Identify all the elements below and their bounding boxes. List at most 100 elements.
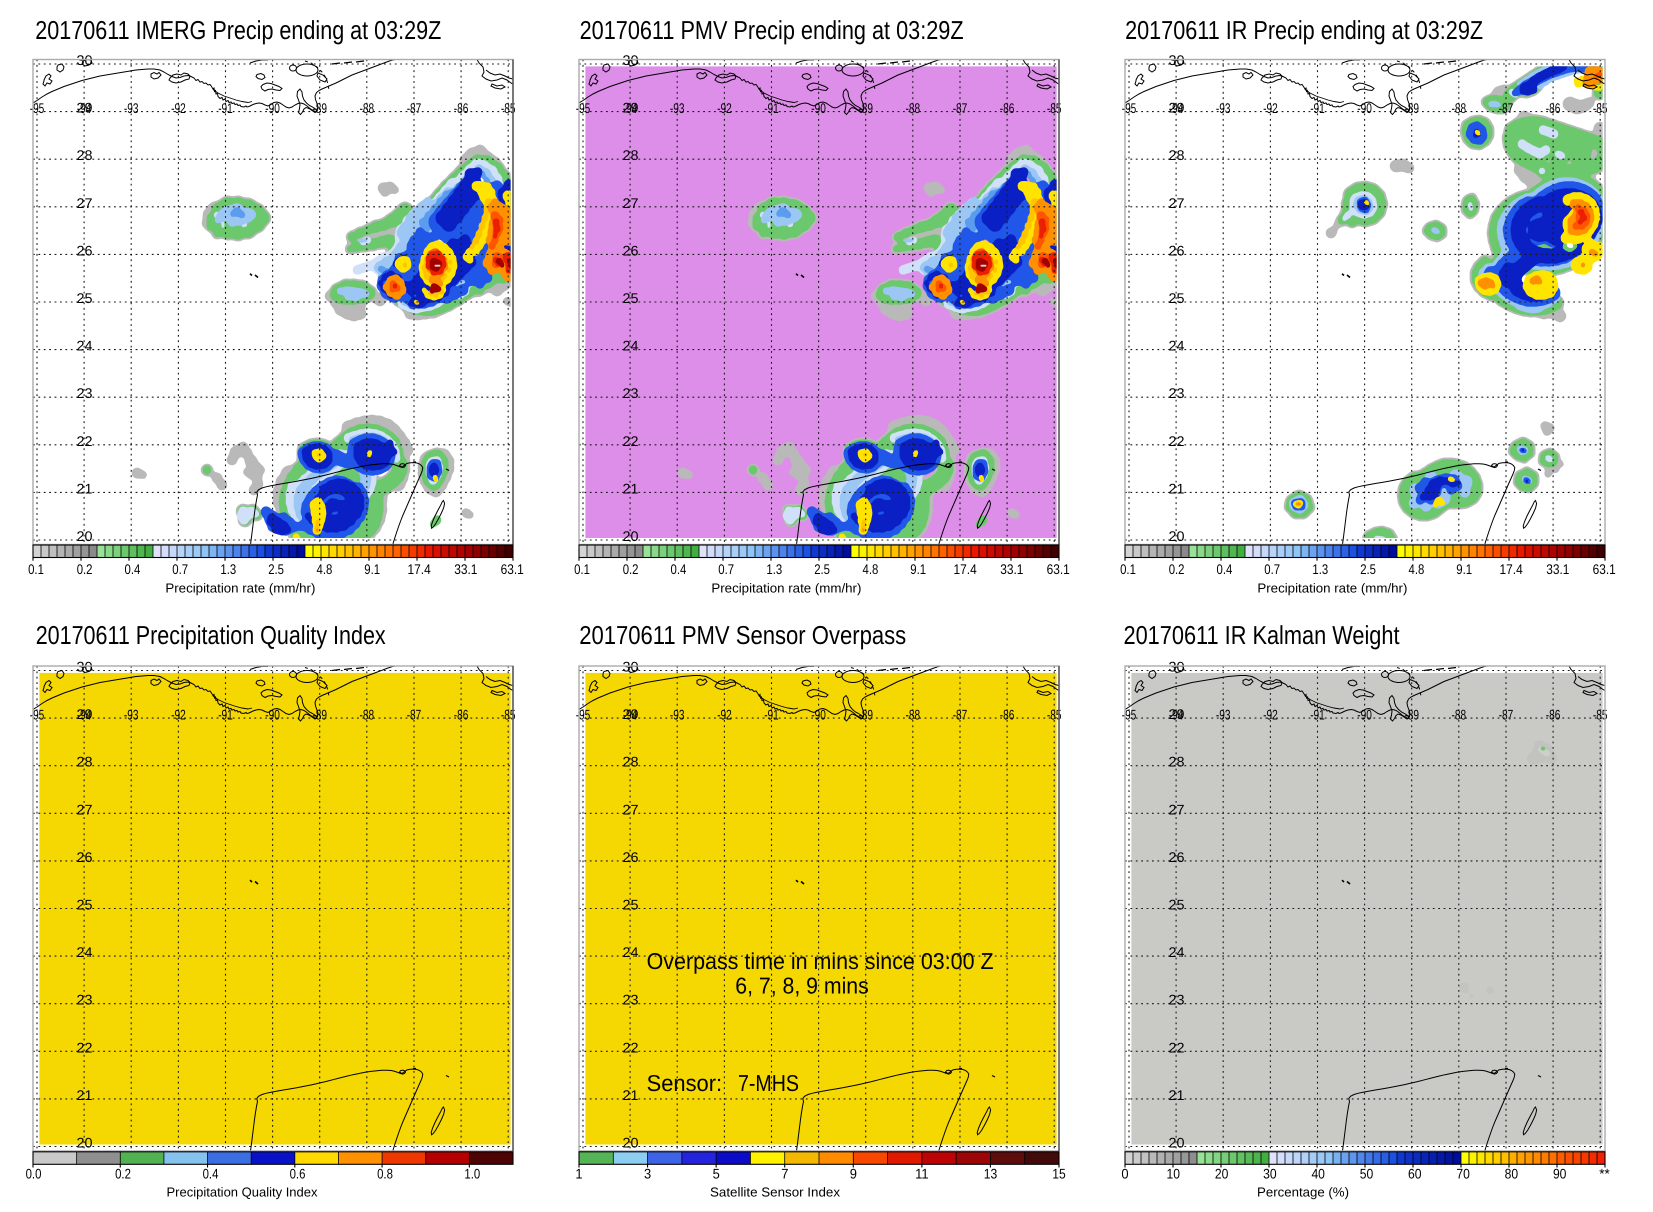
svg-text:-90: -90 [265,100,280,116]
svg-text:21: 21 [1169,1087,1185,1103]
svg-text:0.7: 0.7 [1264,561,1280,577]
svg-text:-90: -90 [811,707,826,723]
svg-text:25: 25 [77,290,93,306]
svg-text:21: 21 [1169,480,1185,496]
svg-text:-95: -95 [1122,707,1137,723]
svg-text:30: 30 [1263,1166,1277,1182]
svg-text:70: 70 [1456,1166,1470,1182]
svg-text:-95: -95 [576,100,591,116]
svg-text:Precipitation rate (mm/hr): Precipitation rate (mm/hr) [1257,580,1407,595]
svg-text:0.4: 0.4 [125,561,141,577]
svg-text:-88: -88 [906,100,921,116]
svg-text:26: 26 [77,849,93,865]
svg-text:-87: -87 [953,707,968,723]
svg-text:23: 23 [1169,385,1185,401]
svg-text:-93: -93 [670,707,685,723]
svg-text:9: 9 [850,1166,857,1182]
svg-text:27: 27 [623,801,639,817]
svg-text:20170611 IMERG Precip ending a: 20170611 IMERG Precip ending at 03:29Z [35,15,441,45]
svg-text:Satellite Sensor Index: Satellite Sensor Index [710,1185,841,1200]
svg-text:40: 40 [1311,1166,1325,1182]
svg-text:-88: -88 [360,707,375,723]
svg-text:10: 10 [1167,1166,1181,1182]
svg-text:5: 5 [713,1166,720,1182]
svg-text:0.4: 0.4 [671,561,687,577]
svg-text:17.4: 17.4 [408,561,431,577]
svg-text:Overpass time in mins since 03: Overpass time in mins since 03:00 Z [647,948,994,974]
svg-text:29: 29 [623,100,639,116]
svg-text:26: 26 [1169,849,1185,865]
svg-text:-90: -90 [1357,707,1372,723]
svg-text:4.8: 4.8 [317,561,333,577]
svg-text:-90: -90 [265,707,280,723]
svg-text:0.2: 0.2 [115,1166,131,1182]
svg-text:0.4: 0.4 [1217,561,1233,577]
svg-text:-87: -87 [953,100,968,116]
svg-text:27: 27 [623,195,639,211]
svg-text:24: 24 [1169,944,1185,960]
svg-text:-90: -90 [1357,100,1372,116]
svg-text:0.0: 0.0 [26,1166,42,1182]
svg-text:4.8: 4.8 [1409,561,1425,577]
svg-text:-89: -89 [1404,707,1419,723]
svg-text:20: 20 [77,1135,93,1151]
svg-text:2.5: 2.5 [268,561,284,577]
svg-text:Precipitation rate (mm/hr): Precipitation rate (mm/hr) [711,580,861,595]
svg-text:-94: -94 [77,100,92,116]
svg-text:20: 20 [1215,1166,1229,1182]
svg-text:23: 23 [1169,992,1185,1008]
svg-text:-85: -85 [501,100,516,116]
svg-text:20170611 PMV Precip ending at: 20170611 PMV Precip ending at 03:29Z [580,15,964,45]
svg-text:20170611 PMV Sensor Overpass: 20170611 PMV Sensor Overpass [579,620,906,650]
svg-text:-93: -93 [670,100,685,116]
svg-text:23: 23 [623,992,639,1008]
svg-text:-92: -92 [717,707,732,723]
svg-text:11: 11 [915,1166,929,1182]
svg-text:63.1: 63.1 [501,561,524,577]
svg-text:-91: -91 [218,707,233,723]
svg-text:21: 21 [77,480,93,496]
svg-text:80: 80 [1505,1166,1519,1182]
svg-text:33.1: 33.1 [1546,561,1569,577]
svg-text:20: 20 [77,528,93,544]
svg-text:28: 28 [1169,754,1185,770]
svg-text:26: 26 [623,849,639,865]
svg-text:-93: -93 [124,707,139,723]
svg-text:-92: -92 [171,100,186,116]
svg-text:60: 60 [1408,1166,1422,1182]
svg-text:63.1: 63.1 [1593,561,1616,577]
svg-text:25: 25 [623,290,639,306]
svg-text:-89: -89 [312,707,327,723]
svg-text:-86: -86 [1000,100,1015,116]
svg-text:22: 22 [1169,1039,1185,1055]
svg-text:22: 22 [623,433,639,449]
svg-text:3: 3 [644,1166,651,1182]
svg-text:26: 26 [1169,242,1185,258]
svg-text:-91: -91 [1310,707,1325,723]
svg-text:0.2: 0.2 [1169,561,1185,577]
svg-text:2.5: 2.5 [1360,561,1376,577]
svg-text:-88: -88 [906,707,921,723]
svg-text:23: 23 [77,992,93,1008]
svg-text:17.4: 17.4 [1500,561,1523,577]
svg-text:22: 22 [77,433,93,449]
svg-text:-86: -86 [454,100,469,116]
svg-text:20: 20 [1169,1135,1185,1151]
svg-text:-85: -85 [501,707,516,723]
svg-text:**: ** [1599,1166,1610,1182]
svg-text:9.1: 9.1 [910,561,926,577]
svg-text:1.3: 1.3 [220,561,236,577]
svg-text:-87: -87 [407,100,422,116]
svg-text:20: 20 [623,528,639,544]
svg-text:28: 28 [623,147,639,163]
svg-text:Sensor:: Sensor: [647,1070,723,1096]
svg-text:0.4: 0.4 [203,1166,219,1182]
svg-text:24: 24 [623,338,639,354]
svg-text:-91: -91 [764,100,779,116]
svg-text:29: 29 [1169,706,1185,722]
svg-text:-92: -92 [171,707,186,723]
svg-text:-85: -85 [1593,707,1608,723]
svg-text:-86: -86 [454,707,469,723]
svg-text:29: 29 [77,100,93,116]
svg-text:26: 26 [77,242,93,258]
